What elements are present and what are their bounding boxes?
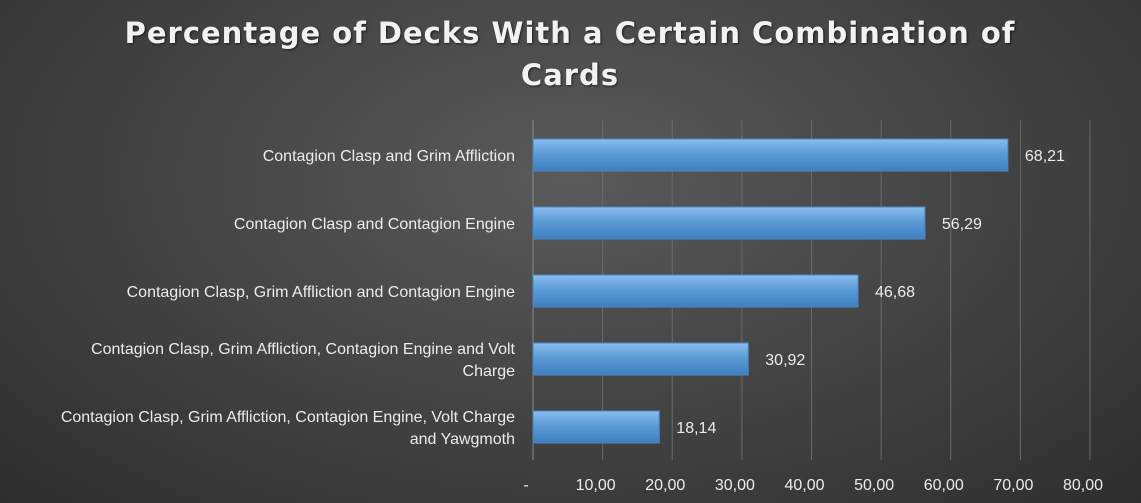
category-label: Contagion Clasp, Grim Affliction and Con… [127, 284, 515, 301]
x-tick-label: 30,00 [715, 477, 755, 494]
x-tick-label: - [523, 477, 528, 494]
x-tick-label: 60,00 [924, 477, 964, 494]
bars [532, 138, 1009, 444]
x-tick-label: 20,00 [645, 477, 685, 494]
category-label: Contagion Clasp and Contagion Engine [234, 216, 515, 233]
labels: - 10,00 20,00 30,00 40,00 50,00 60,00 70,00 80,0… [61, 148, 1103, 494]
data-label: 46,68 [875, 284, 915, 301]
x-tick-label: 70,00 [993, 477, 1033, 494]
data-label: 56,29 [942, 216, 982, 233]
data-label: 68,21 [1025, 148, 1065, 165]
category-label: and Yawgmoth [410, 431, 515, 448]
data-label: 18,14 [676, 420, 716, 437]
data-label: 30,92 [765, 352, 805, 369]
category-label: Contagion Clasp and Grim Affliction [263, 148, 515, 165]
x-tick-label: 80,00 [1063, 477, 1103, 494]
x-tick-label: 50,00 [854, 477, 894, 494]
category-label: Contagion Clasp, Grim Affliction, Contag… [91, 341, 516, 358]
bar [532, 342, 749, 376]
bar [532, 274, 859, 308]
category-label: Charge [463, 363, 516, 380]
category-label: Contagion Clasp, Grim Affliction, Contag… [61, 409, 515, 426]
x-tick-label: 10,00 [576, 477, 616, 494]
x-tick-label: 40,00 [784, 477, 824, 494]
bar [532, 206, 926, 240]
bar [532, 410, 660, 444]
chart-title: Percentage of Decks With a Certain Combi… [124, 16, 1016, 92]
bar [532, 138, 1009, 172]
